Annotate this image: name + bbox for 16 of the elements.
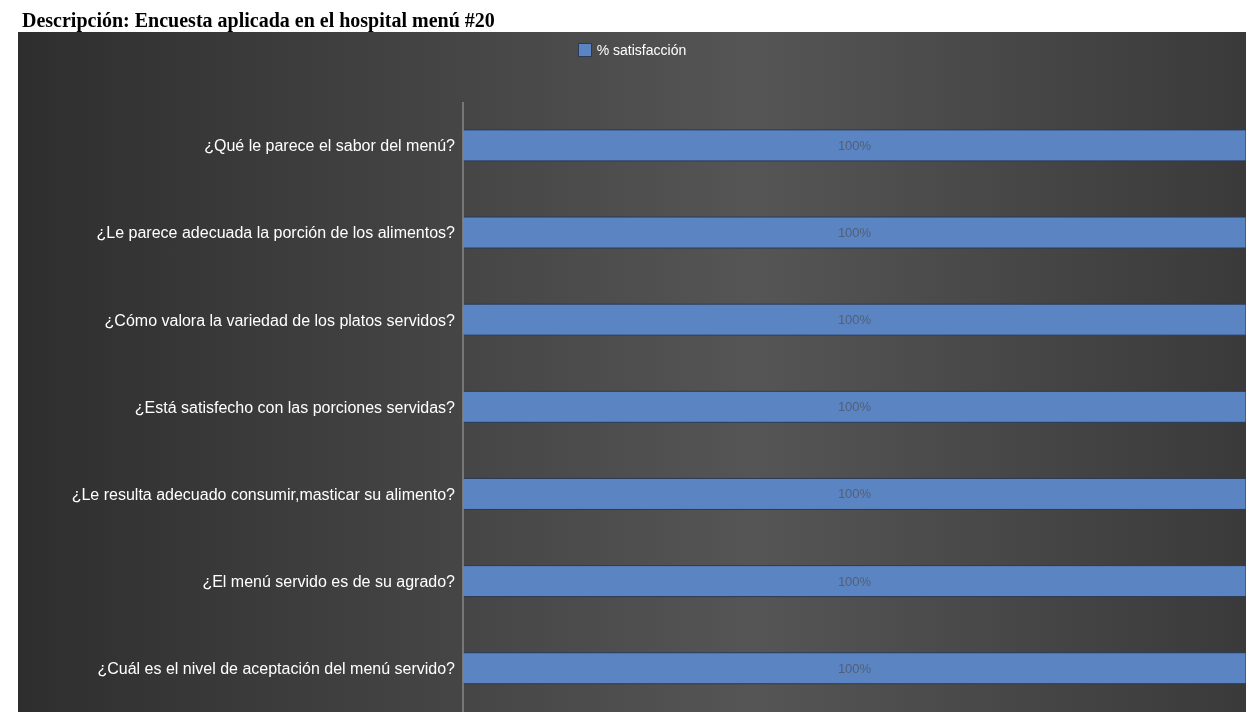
y-tick-label: ¿Qué le parece el sabor del menú?	[204, 137, 456, 155]
data-label: 100%	[837, 225, 872, 241]
data-label: 100%	[837, 573, 872, 589]
data-label: 100%	[837, 660, 872, 676]
data-label: 100%	[837, 486, 872, 502]
y-tick-label: ¿Cómo valora la variedad de los platos servidos?	[104, 311, 456, 329]
text: Descripción: Encuesta aplicada en el hospital menú #20	[21, 8, 496, 32]
data-label: 100%	[837, 399, 872, 415]
y-tick-label: ¿Está satisfecho con las porciones servidas?	[134, 398, 456, 416]
y-tick-label: ¿El menú servido es de su agrado?	[202, 572, 456, 590]
legend-label: % satisfacción	[596, 42, 687, 58]
data-label: 100%	[837, 137, 872, 153]
y-tick-label: ¿Le parece adecuada la porción de los alimentos?	[96, 224, 456, 242]
y-tick-label: ¿Le resulta adecuado consumir,masticar su alimento?	[71, 485, 456, 503]
data-label: 100%	[837, 312, 872, 328]
y-tick-label: ¿Cuál es el nivel de aceptación del menú servido?	[97, 660, 456, 678]
